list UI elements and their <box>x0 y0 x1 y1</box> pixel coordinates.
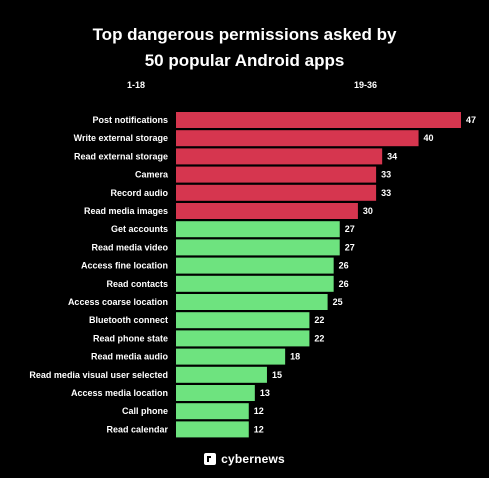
category-label: Call phone <box>122 406 168 416</box>
bar-value-label: 22 <box>314 333 324 343</box>
legend-label-green: 19-36 <box>354 80 378 90</box>
category-label: Camera <box>135 170 169 180</box>
bar <box>176 203 358 219</box>
category-label: Read media images <box>84 206 168 216</box>
brand-name: cybernews <box>221 452 285 466</box>
chart-title-line2: 50 popular Android apps <box>144 51 345 70</box>
category-label: Read phone state <box>93 333 168 343</box>
bar-value-label: 25 <box>333 297 343 307</box>
bar <box>176 294 328 310</box>
bar <box>176 257 334 274</box>
legend-label-red: 1-18 <box>127 80 146 90</box>
category-label: Get accounts <box>111 224 168 234</box>
category-label: Bluetooth connect <box>89 315 168 325</box>
bar-value-label: 33 <box>381 170 391 180</box>
bar-value-label: 12 <box>254 424 264 434</box>
bar-value-label: 47 <box>466 115 476 125</box>
chart-title: Top dangerous permissions asked by 50 po… <box>0 22 489 74</box>
brand-footer: cybernews <box>0 452 489 466</box>
bar <box>176 385 255 401</box>
bar-value-label: 13 <box>260 388 270 398</box>
bar-value-label: 33 <box>381 188 391 198</box>
bar <box>176 348 286 365</box>
category-label: Read media audio <box>91 352 169 362</box>
category-label: Read external storage <box>74 151 168 161</box>
bar <box>176 112 461 128</box>
bar <box>176 330 310 347</box>
bar <box>176 421 249 438</box>
bar-value-label: 18 <box>290 352 300 362</box>
bar-value-label: 34 <box>387 151 397 161</box>
bar-value-label: 30 <box>363 206 373 216</box>
bar-value-label: 26 <box>339 279 349 289</box>
category-label: Post notifications <box>92 115 168 125</box>
bar <box>176 184 377 201</box>
bar-value-label: 12 <box>254 406 264 416</box>
chart-title-line1: Top dangerous permissions asked by <box>92 25 397 44</box>
bar-value-label: 15 <box>272 370 282 380</box>
category-label: Access media location <box>71 388 168 398</box>
bar <box>176 239 340 256</box>
bar <box>176 275 334 292</box>
bar <box>176 312 310 329</box>
cybernews-logo-icon <box>204 453 217 465</box>
bar <box>176 221 340 238</box>
category-label: Read contacts <box>106 279 168 289</box>
category-label: Read media video <box>91 242 168 252</box>
category-label: Record audio <box>110 188 168 198</box>
bar <box>176 403 249 420</box>
bar <box>176 166 377 183</box>
category-label: Access fine location <box>81 261 168 271</box>
bar-value-label: 27 <box>345 224 355 234</box>
bar <box>176 148 383 165</box>
category-label: Write external storage <box>74 133 168 143</box>
bar-value-label: 26 <box>339 261 349 271</box>
bar-value-label: 40 <box>424 133 434 143</box>
category-label: Access coarse location <box>68 297 168 307</box>
category-label: Read media visual user selected <box>29 370 168 380</box>
bar-value-label: 27 <box>345 242 355 252</box>
bar <box>176 366 267 383</box>
bar-value-label: 22 <box>314 315 324 325</box>
category-label: Read calendar <box>106 424 168 434</box>
bar <box>176 130 419 147</box>
